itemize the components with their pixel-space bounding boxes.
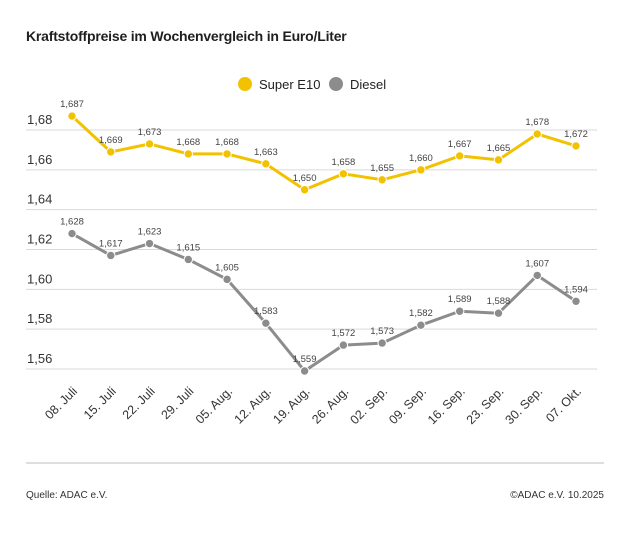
data-point [377, 338, 387, 348]
data-label: 1,650 [293, 173, 317, 184]
y-tick-label: 1,64 [27, 192, 52, 207]
data-label: 1,605 [215, 262, 239, 273]
data-label: 1,665 [487, 143, 511, 154]
y-tick-label: 1,68 [27, 112, 52, 127]
data-point [222, 149, 232, 159]
chart-title: Kraftstoffpreise im Wochenvergleich in E… [26, 28, 347, 44]
data-point [144, 238, 155, 249]
data-point [106, 250, 116, 261]
x-tick-label: 12. Aug. [232, 384, 274, 426]
data-point [416, 165, 426, 175]
data-point [222, 274, 232, 285]
data-label: 1,668 [215, 137, 239, 148]
grid-lines [26, 129, 597, 370]
data-point [493, 155, 504, 165]
data-label: 1,588 [487, 296, 511, 307]
x-tick-label: 30. Sep. [503, 384, 546, 427]
legend-label: Diesel [350, 77, 386, 92]
data-point [106, 147, 116, 157]
data-label: 1,663 [254, 147, 278, 158]
data-label: 1,607 [525, 258, 549, 269]
data-label: 1,655 [370, 163, 394, 174]
series: 1,687 1,669 1,673 1,668 1,668 1,663 1,650 1,658… [60, 99, 588, 376]
data-point [532, 270, 542, 281]
series-super-e10: 1,687 1,669 1,673 1,668 1,668 1,663 1,650 1,658… [60, 99, 588, 195]
data-point [144, 139, 155, 149]
series-diesel: 1,628 1,617 1,623 1,615 1,605 1,583 1,559 1,572… [60, 217, 588, 376]
data-point [67, 228, 77, 239]
x-tick-label: 07. Okt. [543, 384, 584, 425]
data-label: 1,658 [331, 157, 355, 168]
data-label: 1,669 [99, 135, 123, 146]
data-label: 1,623 [138, 227, 162, 238]
y-axis-ticks: 1,56 1,58 1,60 1,62 1,64 1,66 1,68 [27, 112, 52, 366]
legend: Super E10 Diesel [238, 77, 386, 92]
series-line [70, 114, 578, 192]
data-point [571, 141, 581, 151]
data-point [261, 318, 271, 328]
x-tick-label: 05. Aug. [193, 384, 235, 426]
y-tick-label: 1,58 [27, 311, 52, 326]
data-label: 1,583 [254, 306, 278, 317]
data-label: 1,594 [564, 284, 588, 295]
data-point [261, 159, 271, 169]
data-point [338, 340, 349, 350]
data-label: 1,687 [60, 99, 84, 110]
y-tick-label: 1,56 [27, 351, 52, 366]
x-tick-label: 16. Sep. [425, 384, 468, 427]
data-point [416, 320, 426, 330]
data-point [377, 175, 387, 185]
legend-marker [329, 77, 343, 91]
x-tick-label: 19. Aug. [270, 384, 312, 426]
legend-marker [238, 77, 252, 91]
data-point [183, 254, 194, 265]
data-label: 1,668 [176, 137, 200, 148]
data-label: 1,628 [60, 217, 84, 228]
data-label: 1,660 [409, 153, 433, 164]
legend-label: Super E10 [259, 77, 320, 92]
data-label: 1,673 [138, 127, 162, 138]
data-label: 1,572 [331, 328, 355, 339]
data-label: 1,589 [448, 294, 472, 305]
data-point [454, 306, 465, 316]
data-label: 1,615 [176, 242, 200, 253]
data-label: 1,678 [525, 117, 549, 128]
data-label: 1,672 [564, 129, 588, 140]
data-label: 1,667 [448, 139, 472, 150]
y-tick-label: 1,60 [27, 271, 52, 286]
data-point [493, 308, 504, 318]
x-tick-label: 09. Sep. [386, 384, 429, 427]
data-label: 1,573 [370, 326, 394, 337]
x-tick-label: 02. Sep. [347, 384, 390, 427]
x-tick-label: 22. Juli [120, 384, 158, 422]
data-point [454, 151, 465, 161]
y-tick-label: 1,62 [27, 232, 52, 247]
data-point [299, 366, 310, 376]
data-label: 1,582 [409, 308, 433, 319]
data-point [571, 296, 581, 306]
data-point [67, 111, 77, 121]
x-tick-label: 08. Juli [42, 384, 80, 422]
y-tick-label: 1,66 [27, 152, 52, 167]
series-line [70, 232, 578, 373]
data-point [338, 169, 349, 179]
source-note: Quelle: ADAC e.V. [26, 490, 108, 501]
data-point [299, 185, 310, 195]
x-tick-label: 15. Juli [81, 384, 119, 422]
data-point [532, 129, 542, 139]
copyright-note: ©ADAC e.V. 10.2025 [510, 490, 604, 501]
x-tick-label: 23. Sep. [464, 384, 507, 427]
x-tick-label: 26. Aug. [309, 384, 351, 426]
data-label: 1,617 [99, 238, 123, 249]
data-label: 1,559 [293, 354, 317, 365]
x-tick-label: 29. Juli [159, 384, 197, 422]
data-point [183, 149, 194, 159]
